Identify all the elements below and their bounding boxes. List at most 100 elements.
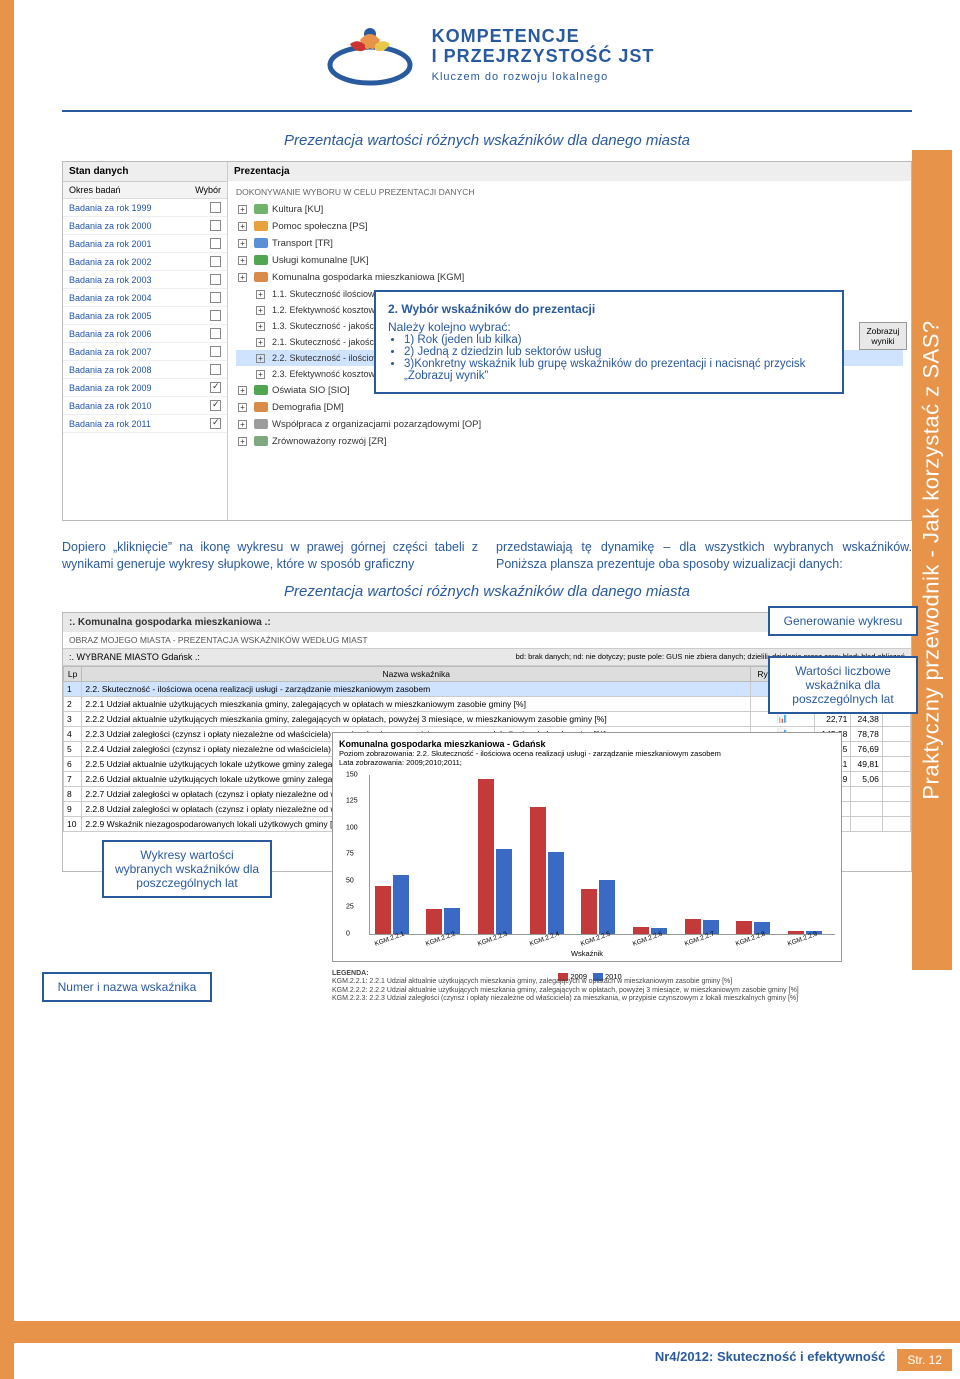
- chart-legend-text: LEGENDA: KGM.2.2.1: 2.2.1 Udział aktualn…: [332, 970, 842, 1004]
- callout-title: 2. Wybór wskaźników do prezentacji: [388, 302, 830, 316]
- category-color-icon: [254, 402, 268, 412]
- bar: [530, 807, 546, 934]
- tree-category[interactable]: +Pomoc społeczna [PS]: [236, 218, 903, 235]
- checkbox-icon[interactable]: [210, 238, 221, 249]
- expand-icon[interactable]: +: [238, 273, 247, 282]
- year-row[interactable]: Badania za rok 2003: [63, 271, 227, 289]
- year-row[interactable]: Badania za rok 2007: [63, 343, 227, 361]
- section-title-1: Prezentacja wartości różnych wskaźników …: [62, 132, 912, 149]
- checkbox-icon[interactable]: [210, 202, 221, 213]
- year-row[interactable]: Badania za rok 2005: [63, 307, 227, 325]
- category-color-icon: [254, 255, 268, 265]
- bar: [426, 909, 442, 934]
- scr1-right-sub: DOKONYWANIE WYBORU W CELU PREZENTACJI DA…: [236, 185, 903, 201]
- bar-group: KGM.2.2.5: [581, 880, 617, 933]
- category-color-icon: [254, 221, 268, 231]
- year-row[interactable]: Badania za rok 2010: [63, 397, 227, 415]
- anno-idname: Numer i nazwa wskaźnika: [42, 972, 212, 1002]
- callout-item: 1) Rok (jeden lub kilka): [404, 334, 830, 346]
- callout-wybor: 2. Wybór wskaźników do prezentacji Należ…: [374, 290, 844, 394]
- expand-icon[interactable]: +: [238, 222, 247, 231]
- anno-values: Wartości liczbowe wskaźnika dla poszczeg…: [768, 656, 918, 714]
- expand-icon[interactable]: +: [256, 354, 265, 363]
- bar: [685, 919, 701, 934]
- checkbox-icon[interactable]: [210, 310, 221, 321]
- expand-icon[interactable]: +: [238, 256, 247, 265]
- body-text-right: przedstawiają tę dynamikę – dla wszystki…: [496, 539, 912, 573]
- year-row[interactable]: Badania za rok 2001: [63, 235, 227, 253]
- year-row[interactable]: Badania za rok 2008: [63, 361, 227, 379]
- bar: [375, 886, 391, 934]
- checkbox-icon[interactable]: [210, 274, 221, 285]
- bar-group: KGM.2.2.6: [633, 927, 669, 933]
- checkbox-icon[interactable]: [210, 382, 221, 393]
- tree-category[interactable]: +Usługi komunalne [UK]: [236, 252, 903, 269]
- footer: Nr4/2012: Skuteczność i efektywność Str.…: [14, 1321, 960, 1379]
- tree-category[interactable]: +Demografia [DM]: [236, 399, 903, 416]
- logo-icon: [320, 20, 420, 90]
- bar: [788, 931, 804, 934]
- bar: [393, 875, 409, 934]
- logo-subtitle: Kluczem do rozwoju lokalnego: [432, 71, 655, 83]
- checkbox-icon[interactable]: [210, 418, 221, 429]
- bar: [633, 927, 649, 933]
- year-row[interactable]: Badania za rok 1999: [63, 199, 227, 217]
- bar-group: KGM.2.2.2: [426, 908, 462, 934]
- checkbox-icon[interactable]: [210, 346, 221, 357]
- callout-item: 3)Konkretny wskaźnik lub grupę wskaźnikó…: [404, 358, 830, 382]
- checkbox-icon[interactable]: [210, 292, 221, 303]
- bar: [599, 880, 615, 933]
- scr1-right-header: Prezentacja: [228, 162, 911, 181]
- expand-icon[interactable]: +: [256, 338, 265, 347]
- expand-icon[interactable]: +: [238, 437, 247, 446]
- year-row[interactable]: Badania za rok 2000: [63, 217, 227, 235]
- bar-group: KGM.2.2.9: [788, 931, 824, 934]
- checkbox-icon[interactable]: [210, 364, 221, 375]
- year-row[interactable]: Badania za rok 2006: [63, 325, 227, 343]
- expand-icon[interactable]: +: [238, 403, 247, 412]
- zobrazuj-button[interactable]: Zobrazuj wyniki: [859, 322, 907, 350]
- year-row[interactable]: Badania za rok 2002: [63, 253, 227, 271]
- chart-subtitle2: Lata zobrazowania: 2009;2010;2011;: [339, 758, 835, 767]
- bar: [548, 852, 564, 934]
- year-row[interactable]: Badania za rok 2009: [63, 379, 227, 397]
- year-row[interactable]: Badania za rok 2011: [63, 415, 227, 433]
- checkbox-icon[interactable]: [210, 328, 221, 339]
- bar: [736, 921, 752, 934]
- body-text-left: Dopiero „kliknięcie” na ikonę wykresu w …: [62, 539, 478, 573]
- bar-group: KGM.2.2.3: [478, 779, 514, 934]
- checkbox-icon[interactable]: [210, 256, 221, 267]
- tree-category[interactable]: +Kultura [KU]: [236, 201, 903, 218]
- chart-area: 0255075100125150KGM.2.2.1KGM.2.2.2KGM.2.…: [369, 775, 835, 935]
- scr2-selected-city: :. WYBRANE MIASTO Gdańsk .:: [69, 652, 200, 662]
- tree-category[interactable]: +Zrównoważony rozwój [ZR]: [236, 433, 903, 450]
- year-row[interactable]: Badania za rok 2004: [63, 289, 227, 307]
- bar: [478, 779, 494, 934]
- anno-charts: Wykresy wartości wybranych wskaźników dl…: [102, 840, 272, 898]
- category-color-icon: [254, 385, 268, 395]
- checkbox-icon[interactable]: [210, 400, 221, 411]
- chart-popup: Komunalna gospodarka mieszkaniowa - Gdań…: [332, 732, 842, 962]
- expand-icon[interactable]: +: [256, 306, 265, 315]
- expand-icon[interactable]: +: [238, 386, 247, 395]
- section-title-2: Prezentacja wartości różnych wskaźników …: [62, 583, 912, 600]
- tree-category[interactable]: +Komunalna gospodarka mieszkaniowa [KGM]: [236, 269, 903, 286]
- checkbox-icon[interactable]: [210, 220, 221, 231]
- tree-category[interactable]: +Transport [TR]: [236, 235, 903, 252]
- chart-subtitle: Poziom zobrazowania: 2.2. Skuteczność - …: [339, 749, 835, 758]
- callout-intro: Należy kolejno wybrać:: [388, 320, 830, 334]
- expand-icon[interactable]: +: [256, 290, 265, 299]
- bar-group: KGM.2.2.1: [375, 875, 411, 934]
- bar: [581, 889, 597, 934]
- category-color-icon: [254, 419, 268, 429]
- expand-icon[interactable]: +: [238, 239, 247, 248]
- tree-category[interactable]: +Współpraca z organizacjami pozarządowym…: [236, 416, 903, 433]
- expand-icon[interactable]: +: [256, 370, 265, 379]
- footer-issue: Nr4/2012: Skuteczność i efektywność: [655, 1349, 886, 1371]
- anno-generate-chart: Generowanie wykresu: [768, 606, 918, 636]
- category-color-icon: [254, 436, 268, 446]
- expand-icon[interactable]: +: [256, 322, 265, 331]
- expand-icon[interactable]: +: [238, 205, 247, 214]
- logo: KOMPETENCJE I PRZEJRZYSTOŚĆ JST Kluczem …: [320, 20, 655, 90]
- expand-icon[interactable]: +: [238, 420, 247, 429]
